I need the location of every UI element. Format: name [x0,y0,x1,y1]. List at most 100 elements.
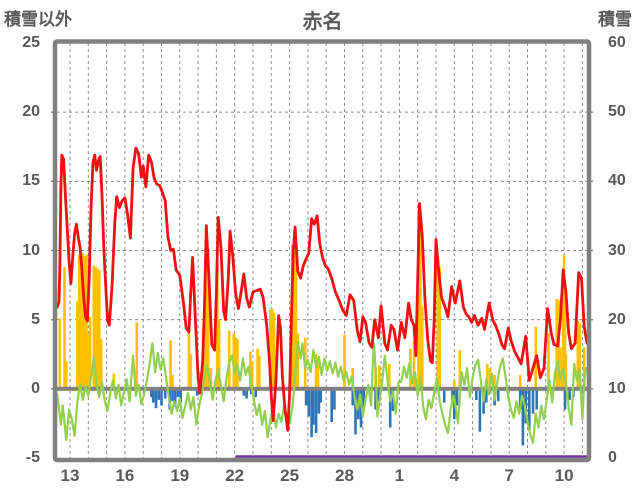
blue-bars [478,388,482,432]
orange-bars [272,312,276,389]
blue-bars [485,388,488,403]
orange-bars [96,268,99,389]
x-tick-label: 4 [449,466,460,485]
orange-bars [83,256,86,389]
orange-bars [77,254,81,389]
blue-bars [154,388,158,409]
green-line [56,340,588,444]
orange-bars [171,375,174,389]
orange-bars [258,355,261,389]
blue-bars [245,388,248,399]
orange-bars [65,361,68,389]
right-tick-label: 60 [608,34,626,51]
orange-bars [485,363,489,389]
x-tick-label: 16 [115,466,135,485]
zero-line [57,386,588,391]
orange-bars [81,253,85,389]
blue-bars [307,388,311,417]
orange-bars [249,351,252,389]
blue-bars [195,388,199,396]
left-tick-label: 25 [22,34,40,51]
right-axis-title: 積雪 [598,10,632,29]
blue-bars [160,388,163,406]
orange-bars [488,368,492,389]
blue-bars [377,388,380,402]
orange-bars [63,267,66,389]
orange-bars [135,322,139,389]
blue-bars [518,388,522,410]
orange-bars [209,368,213,389]
blue-bars [496,388,500,402]
blue-bars [442,388,446,403]
x-tick-label: 28 [335,466,354,485]
orange-bars [292,245,296,389]
orange-bars [343,334,346,389]
orange-bars [436,256,440,389]
right-tick-label: 50 [608,103,626,121]
x-tick-label: 1 [394,466,405,485]
blue-bars [362,388,365,409]
blue-bars [319,388,322,403]
orange-bars [378,365,381,389]
orange-bars [58,318,62,389]
orange-bars [518,375,522,389]
blue-bars [563,388,567,410]
orange-bars [582,347,586,389]
blue-bars [249,388,253,395]
orange-bars [576,321,580,389]
blue-bars [310,388,313,438]
blue-bars [455,388,459,406]
blue-bars [354,388,357,435]
blue-bars [179,388,182,403]
orange-bars [314,354,318,389]
right-tick-label: 10 [608,379,626,397]
blue-bars [351,388,354,406]
x-tick-label: 22 [225,466,245,485]
orange-bars [270,308,274,389]
orange-bars [187,333,191,389]
left-axis-title: 積雪以外 [4,10,72,29]
left-tick-label: 0 [31,379,40,397]
orange-bars [87,333,90,389]
orange-bars [493,375,496,389]
orange-bars [76,301,79,389]
blue-bars [150,388,153,398]
x-tick-label: 25 [280,466,300,485]
orange-bars [205,238,208,389]
orange-bars [388,363,391,389]
blue-bars [388,388,392,428]
orange-bars [99,339,103,389]
x-tick-label: 10 [554,466,574,485]
orange-bars [206,247,210,389]
left-tick-label: 20 [22,103,40,121]
orange-bars [421,305,424,389]
red-line [55,146,589,432]
orange-bars [578,323,581,389]
blue-bars [304,388,308,406]
orange-bars [169,340,172,389]
orange-bars [560,347,563,389]
orange-bars [412,341,416,389]
orange-bars [453,380,456,389]
right-tick-label: 20 [608,310,626,328]
orange-bars [88,316,92,389]
orange-bars [79,254,83,389]
blue-bars [333,388,336,410]
x-tick-label: 7 [504,466,514,485]
blue-bars [176,388,180,398]
orange-bars [419,213,422,389]
right-tick-label: 0 [608,449,617,466]
orange-bars [563,293,567,389]
orange-bars [316,358,320,389]
blue-bars [157,388,161,400]
orange-bars [438,267,441,389]
orange-bars [256,348,259,389]
orange-bars [217,319,221,389]
blue-bars [163,388,167,399]
orange-bars [250,361,254,389]
left-tick-label: 5 [31,310,40,328]
left-tick-label: 10 [22,241,40,259]
right-tick-label: 30 [608,241,626,259]
